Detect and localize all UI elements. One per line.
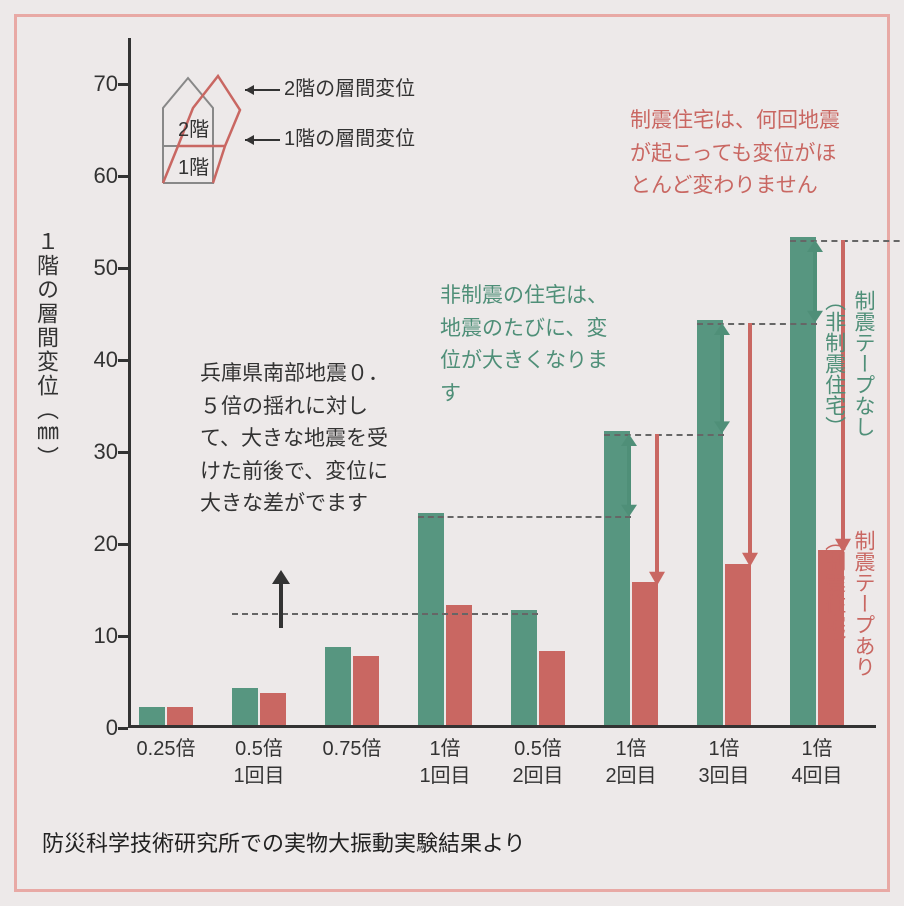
double-arrow (710, 323, 734, 433)
bar-noncontrol (418, 513, 444, 725)
bar-control (446, 605, 472, 725)
down-arrow (645, 434, 669, 586)
black-up-arrow (266, 568, 296, 628)
x-tick-label: 0.5倍1回目 (214, 736, 304, 790)
y-tick (118, 451, 128, 454)
bar-control (725, 564, 751, 725)
y-axis-title: １階の層間変位（㎜） (30, 230, 62, 470)
x-tick-label: 1倍4回目 (772, 736, 862, 790)
x-tick-label: 1倍2回目 (586, 736, 676, 790)
bar-control (260, 693, 286, 725)
svg-text:2階: 2階 (178, 118, 209, 141)
house-label-1f: 1階の層間変位 (284, 122, 415, 151)
svg-text:1階: 1階 (178, 156, 209, 179)
x-tick-label: 1倍3回目 (679, 736, 769, 790)
x-tick-label: 0.5倍2回目 (493, 736, 583, 790)
dash-line (418, 516, 631, 518)
annotation-red: 制震住宅は、何回地震が起こっても変位がほとんど変わりません (630, 105, 850, 203)
y-tick-label: 40 (74, 347, 118, 373)
x-tick-label: 1倍1回目 (400, 736, 490, 790)
y-tick-label: 0 (74, 715, 118, 741)
y-tick-label: 50 (74, 255, 118, 281)
bar-control (539, 651, 565, 725)
bar-noncontrol (325, 647, 351, 725)
house-arrow-2f (240, 80, 280, 100)
bar-noncontrol (511, 610, 537, 725)
y-tick (118, 727, 128, 730)
house-label-2f: 2階の層間変位 (284, 72, 415, 101)
bar-noncontrol (139, 707, 165, 725)
y-tick (118, 543, 128, 546)
footer-caption: 防災科学技術研究所での実物大振動実験結果より (42, 826, 526, 858)
x-axis-line (128, 725, 876, 728)
y-tick-label: 70 (74, 71, 118, 97)
annotation-black: 兵庫県南部地震０．５倍の揺れに対して、大きな地震を受けた前後で、変位に大きな差が… (200, 358, 395, 521)
y-tick-label: 20 (74, 531, 118, 557)
bar-noncontrol (232, 688, 258, 725)
y-tick (118, 359, 128, 362)
y-axis-line (128, 38, 131, 728)
y-tick (118, 175, 128, 178)
x-tick-label: 0.75倍 (307, 736, 397, 763)
bar-control (167, 707, 193, 725)
y-tick-label: 30 (74, 439, 118, 465)
x-tick-label: 0.25倍 (121, 736, 211, 763)
legend-green: 制震テープなし（非制震住宅） (819, 290, 878, 437)
bar-control (632, 582, 658, 725)
y-tick-label: 60 (74, 163, 118, 189)
bar-control (353, 656, 379, 725)
legend-red: 制震テープあり（制震住宅） (819, 530, 878, 677)
house-diagram: 2階 1階 (148, 58, 268, 188)
y-tick (118, 267, 128, 270)
annotation-green: 非制震の住宅は、地震のたびに、変位が大きくなります (440, 280, 620, 410)
y-tick (118, 635, 128, 638)
y-tick (118, 83, 128, 86)
down-arrow (738, 323, 762, 567)
y-tick-label: 10 (74, 623, 118, 649)
double-arrow (617, 434, 641, 517)
house-arrow-1f (240, 130, 280, 150)
